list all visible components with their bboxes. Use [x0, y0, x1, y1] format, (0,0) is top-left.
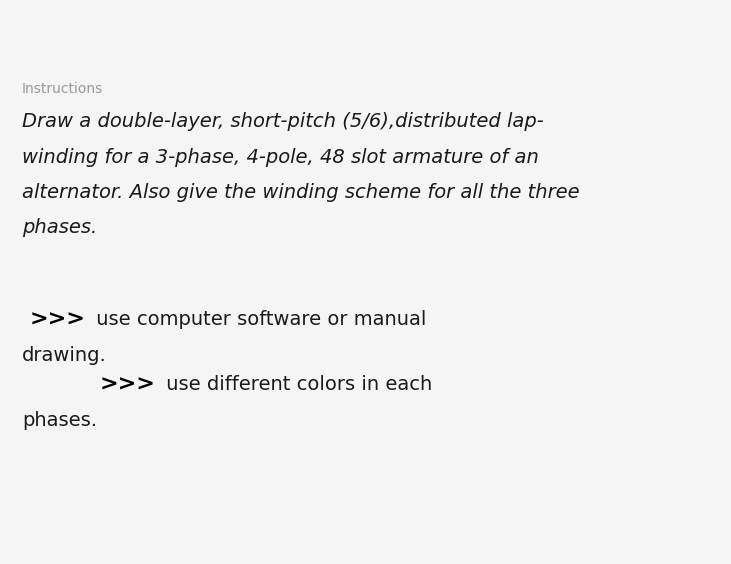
Text: >>>: >>> [100, 375, 156, 395]
Text: drawing.: drawing. [22, 346, 107, 365]
Text: >>>: >>> [30, 310, 86, 330]
Text: use computer software or manual: use computer software or manual [90, 310, 426, 329]
Text: phases.: phases. [22, 218, 97, 237]
Text: use different colors in each: use different colors in each [160, 375, 432, 394]
Text: alternator. Also give the winding scheme for all the three: alternator. Also give the winding scheme… [22, 183, 580, 202]
Text: winding for a 3-phase, 4-pole, 48 slot armature of an: winding for a 3-phase, 4-pole, 48 slot a… [22, 148, 539, 167]
Text: Draw a double-layer, short-pitch (5/6),distributed lap-: Draw a double-layer, short-pitch (5/6),d… [22, 112, 544, 131]
Text: phases.: phases. [22, 411, 97, 430]
Text: Instructions: Instructions [22, 82, 103, 96]
